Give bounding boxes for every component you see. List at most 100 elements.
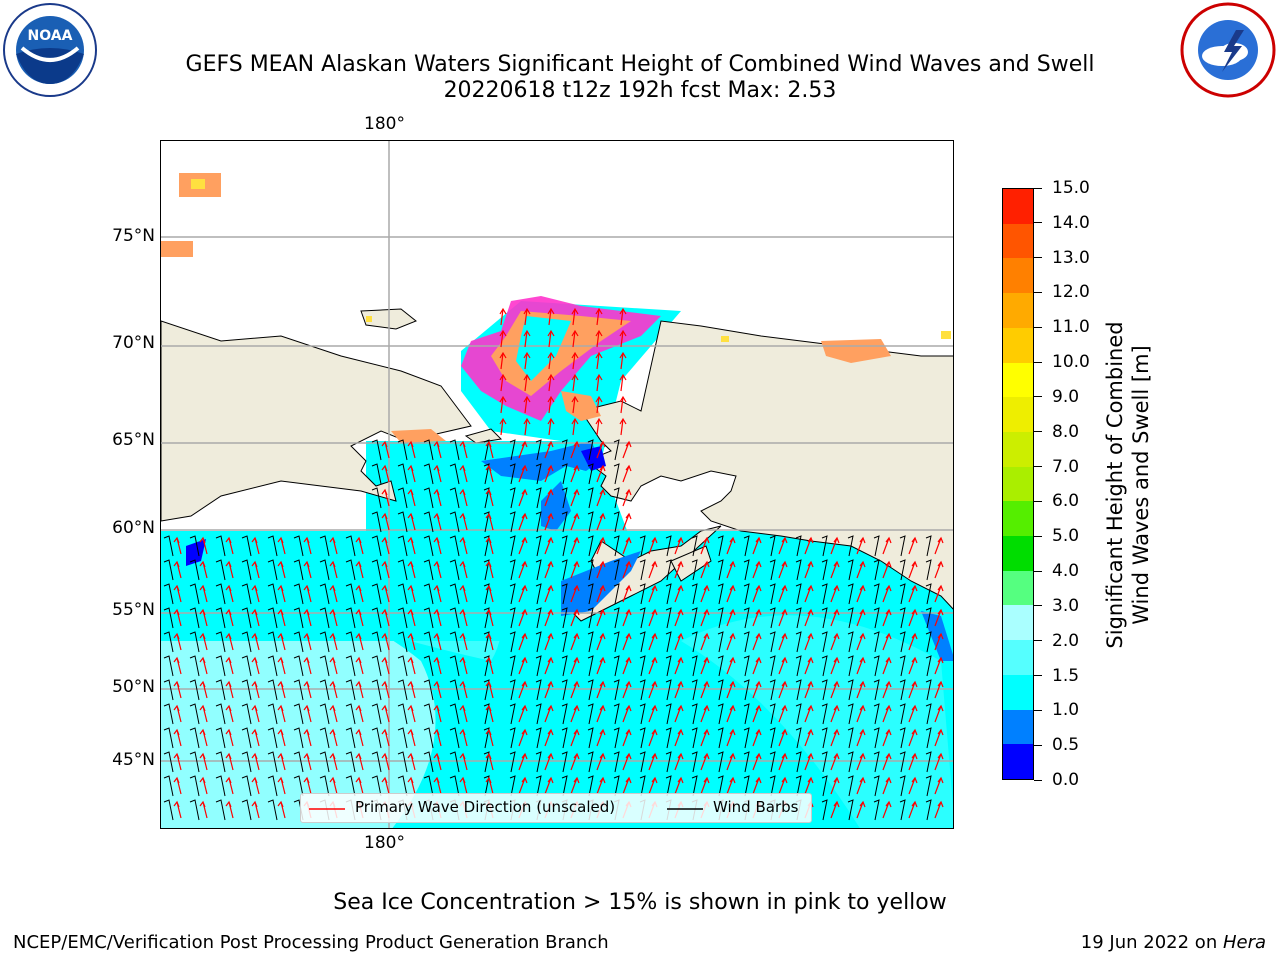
wave-direction-arrow <box>355 584 364 603</box>
wind-barb <box>423 439 434 461</box>
wave-direction-arrow <box>355 680 364 699</box>
wind-barb <box>483 679 490 701</box>
wave-direction-arrow <box>485 560 494 579</box>
wind-barb <box>241 703 252 725</box>
wind-barb <box>293 727 304 749</box>
wind-barb <box>371 511 382 533</box>
wave-direction-arrow <box>277 560 286 579</box>
wind-barb <box>241 631 252 653</box>
wave-direction-arrow <box>596 632 606 651</box>
wind-barb <box>639 607 646 629</box>
wind-barb <box>163 583 174 605</box>
wave-direction-arrow <box>570 440 580 459</box>
wave-direction-arrow <box>596 776 606 795</box>
colorbar-segment <box>1003 674 1033 710</box>
wind-barb <box>319 679 330 701</box>
wave-direction-arrow <box>856 560 866 579</box>
wave-direction-arrow <box>381 512 390 531</box>
wave-direction-arrow <box>251 656 260 675</box>
wind-barb <box>449 559 460 581</box>
colorbar-segment <box>1003 293 1033 328</box>
wind-barb <box>423 727 434 749</box>
wave-direction-arrow <box>882 632 892 651</box>
lon-label-top: 180° <box>364 114 405 134</box>
wind-barb <box>189 631 200 653</box>
wind-barb <box>483 559 490 581</box>
wind-barb <box>899 607 906 629</box>
wave-direction-arrow <box>622 608 632 627</box>
wind-barb <box>483 727 490 749</box>
wave-direction-arrow <box>804 584 814 603</box>
wind-barb <box>717 559 724 581</box>
wind-barb <box>189 607 200 629</box>
wave-direction-arrow <box>173 728 182 747</box>
wave-direction-arrow <box>882 680 892 699</box>
wave-direction-arrow <box>329 680 338 699</box>
wave-direction-arrow <box>329 632 338 651</box>
wave-direction-arrow <box>407 704 416 723</box>
wind-barb <box>743 703 750 725</box>
colorbar-segment <box>1003 362 1033 398</box>
wind-barb <box>189 679 200 701</box>
wave-direction-arrow <box>433 488 442 507</box>
colorbar-tick-label: 9.0 <box>1052 386 1080 407</box>
wave-direction-arrow <box>934 680 944 699</box>
wave-direction-arrow <box>856 536 866 555</box>
colorbar-tick-label: 6.0 <box>1052 491 1080 512</box>
wind-barb <box>899 799 906 821</box>
wind-barb <box>821 631 828 653</box>
wave-direction-arrow <box>485 656 494 675</box>
wave-direction-arrow <box>830 656 840 675</box>
wave-direction-arrow <box>544 560 554 579</box>
wind-barb <box>561 775 568 797</box>
wave-direction-arrow <box>648 704 658 723</box>
wind-barb <box>163 751 174 773</box>
wind-barb <box>241 607 252 629</box>
wave-direction-arrow <box>499 417 507 436</box>
wind-barb <box>449 511 460 533</box>
wind-barb <box>691 703 698 725</box>
wind-barb <box>345 559 356 581</box>
wave-direction-arrow <box>544 752 554 771</box>
legend-wave-label: Primary Wave Direction (unscaled) <box>355 798 616 816</box>
wave-direction-arrow <box>700 752 710 771</box>
sea-ice-yellow-2 <box>721 336 729 342</box>
wind-barb <box>899 559 906 581</box>
wave-direction-arrow <box>856 608 866 627</box>
wave-direction-arrow <box>518 680 528 699</box>
lon-label-bottom: 180° <box>364 833 405 853</box>
wave-direction-arrow <box>830 800 840 819</box>
wave-direction-arrow <box>648 752 658 771</box>
wind-barb <box>345 775 356 797</box>
wave-direction-arrow <box>570 608 580 627</box>
wave-direction-arrow <box>856 752 866 771</box>
wave-direction-arrow <box>523 417 531 436</box>
wind-barb <box>267 535 278 557</box>
wind-barb <box>821 679 828 701</box>
wind-barb <box>423 559 434 581</box>
wave-direction-arrow <box>622 536 632 555</box>
wind-barb <box>717 751 724 773</box>
wave-direction-arrow <box>407 440 416 459</box>
wave-direction-arrow <box>830 728 840 747</box>
colorbar-tick-label: 15.0 <box>1052 178 1090 198</box>
wind-barb <box>423 535 434 557</box>
wave-direction-arrow <box>433 560 442 579</box>
wind-barb <box>535 463 542 485</box>
wave-direction-arrow <box>518 704 528 723</box>
wind-barb <box>587 727 594 749</box>
wave-direction-arrow <box>571 373 579 392</box>
wind-barb <box>795 727 802 749</box>
wind-barb <box>319 727 330 749</box>
wave-direction-arrow <box>407 728 416 747</box>
wind-barb <box>163 703 174 725</box>
wave-direction-arrow <box>726 608 736 627</box>
wave-direction-arrow <box>199 800 208 819</box>
wave-direction-arrow <box>674 656 684 675</box>
wind-barb <box>613 631 620 653</box>
sea-ice-note: Sea Ice Concentration > 15% is shown in … <box>333 890 947 915</box>
wind-barb <box>397 511 408 533</box>
wave-direction-arrow <box>622 584 632 603</box>
wind-barb <box>925 535 932 557</box>
wave-direction-arrow <box>778 656 788 675</box>
